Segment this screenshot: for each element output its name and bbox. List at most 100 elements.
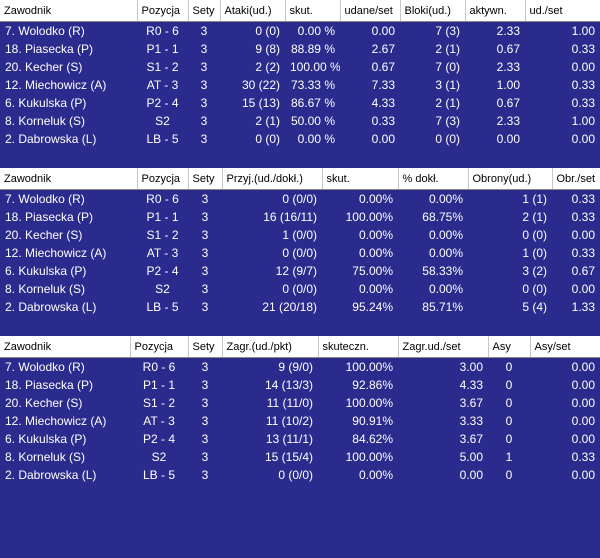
cell: 14 (13/3) (264, 378, 313, 392)
cell: 0.00 (571, 432, 595, 446)
cell: 0.67 (571, 264, 595, 278)
player-row: 20. Kecher (S) S1 - 2 3 11 (11/0) 100.00% 3.6… (0, 394, 600, 412)
cell: 2. Dabrowska (L) (5, 132, 97, 146)
cell: P2 - 4 (142, 432, 175, 446)
cell: 3 (201, 360, 209, 374)
cell: 0 (0) (522, 228, 547, 242)
cell: 7.33 (371, 78, 395, 92)
player-row: 6. Kukulska (P) P2 - 4 3 12 (9/7) 75.00% 58.3… (0, 262, 600, 280)
cell: 6. Kukulska (P) (5, 96, 87, 110)
player-row: 20. Kecher (S) S1 - 2 3 1 (0/0) 0.00% 0.00% 0 … (0, 226, 600, 244)
cell: 0.33 (571, 78, 595, 92)
cell: 0 (0/0) (282, 192, 317, 206)
cell: 0.00% (358, 246, 393, 260)
cell: 30 (22) (241, 78, 280, 92)
cell: S2 (155, 282, 170, 296)
column-header: skut. (285, 0, 341, 22)
cell: 3 (201, 210, 209, 224)
cell: 50.00 % (290, 114, 335, 128)
cell: 0.00% (428, 228, 463, 242)
cell: 3 (1) (435, 78, 460, 92)
cell: 1 (505, 450, 513, 464)
cell: 3.67 (459, 432, 483, 446)
cell: 21 (20/18) (262, 300, 317, 314)
player-row: 7. Wolodko (R) R0 - 6 3 0 (0) 0.00 % 0.00 7 (3… (0, 22, 600, 41)
cell: 3 (200, 114, 208, 128)
cell: 0 (0) (255, 24, 280, 38)
column-header: Przyj.(ud./dokł.) (222, 168, 323, 190)
cell: 0.33 (571, 96, 595, 110)
cell: 11 (11/0) (266, 396, 313, 410)
cell: 8. Korneluk (S) (5, 282, 86, 296)
cell: 0 (0) (522, 282, 547, 296)
column-header: Zagr.ud./set (398, 336, 489, 358)
cell: 2.67 (371, 42, 395, 56)
cell: 3 (200, 24, 208, 38)
cell: 18. Piasecka (P) (5, 378, 94, 392)
cell: 13 (11/1) (265, 432, 313, 446)
cell: 0 (0) (255, 132, 280, 146)
cell: 9 (9/0) (278, 360, 313, 374)
cell: R0 - 6 (146, 192, 179, 206)
cell: 6. Kukulska (P) (5, 264, 87, 278)
cell: 2 (2) (255, 60, 280, 74)
cell: 20. Kecher (S) (5, 60, 83, 74)
cell: 0.00 (371, 24, 395, 38)
column-header: Bloki(ud.) (400, 0, 466, 22)
player-row: 7. Wolodko (R) R0 - 6 3 9 (9/0) 100.00% 3.00 0… (0, 358, 600, 377)
cell: 4.33 (371, 96, 395, 110)
cell: S2 (151, 450, 167, 464)
cell: 12. Miechowicz (A) (5, 78, 107, 92)
cell: 0.00% (358, 468, 393, 482)
cell: S1 - 2 (142, 396, 175, 410)
cell: 3 (201, 300, 209, 314)
column-header: % dokł. (398, 168, 469, 190)
cell: 18. Piasecka (P) (5, 42, 94, 56)
cell: 12. Miechowicz (A) (5, 414, 107, 428)
cell: 0 (0/0) (282, 282, 317, 296)
cell: 85.71% (422, 300, 463, 314)
column-header: udane/set (340, 0, 401, 22)
cell: 1.00 (571, 24, 595, 38)
cell: 1 (0) (522, 246, 547, 260)
cell: 7 (3) (435, 24, 460, 38)
cell: 7. Wolodko (R) (5, 192, 85, 206)
stats-table: Zawodnik Pozycja Sety Zagr.(ud./pkt) skutecz… (0, 336, 600, 484)
cell: 2.33 (496, 60, 520, 74)
cell: P2 - 4 (146, 96, 179, 110)
cell: 95.24% (352, 300, 393, 314)
cell: 1.00 (496, 78, 520, 92)
cell: R0 - 6 (142, 360, 176, 374)
column-header: aktywn. (465, 0, 526, 22)
cell: 0.33 (571, 192, 595, 206)
cell: AT - 3 (146, 246, 179, 260)
cell: 3 (2) (522, 264, 547, 278)
column-header: Pozycja (137, 168, 189, 190)
cell: 0 (505, 414, 513, 428)
header-row: Zawodnik Pozycja Sety Zagr.(ud./pkt) skutecz… (0, 336, 600, 358)
cell: 3 (201, 228, 209, 242)
cell: 7 (3) (435, 114, 460, 128)
cell: 20. Kecher (S) (5, 396, 83, 410)
cell: 58.33% (422, 264, 463, 278)
cell: 15 (13) (241, 96, 280, 110)
cell: 12 (9/7) (275, 264, 317, 278)
cell: 100.00% (345, 450, 393, 464)
player-row: 12. Miechowicz (A) AT - 3 3 30 (22) 73.33 % 7… (0, 76, 600, 94)
cell: 0.00 % (297, 24, 335, 38)
cell: 3 (201, 282, 209, 296)
cell: 3 (201, 468, 209, 482)
cell: 16 (16/11) (263, 210, 317, 224)
cell: 3 (200, 132, 208, 146)
cell: 3 (201, 414, 209, 428)
cell: R0 - 6 (146, 24, 179, 38)
cell: 15 (15/4) (264, 450, 313, 464)
cell: 100.00% (345, 360, 393, 374)
cell: S1 - 2 (146, 228, 179, 242)
cell: 4.33 (459, 378, 483, 392)
cell: 92.86% (352, 378, 393, 392)
cell: 0.33 (571, 450, 595, 464)
cell: S2 (155, 114, 170, 128)
cell: 8. Korneluk (S) (5, 450, 86, 464)
cell: 1 (0/0) (282, 228, 317, 242)
